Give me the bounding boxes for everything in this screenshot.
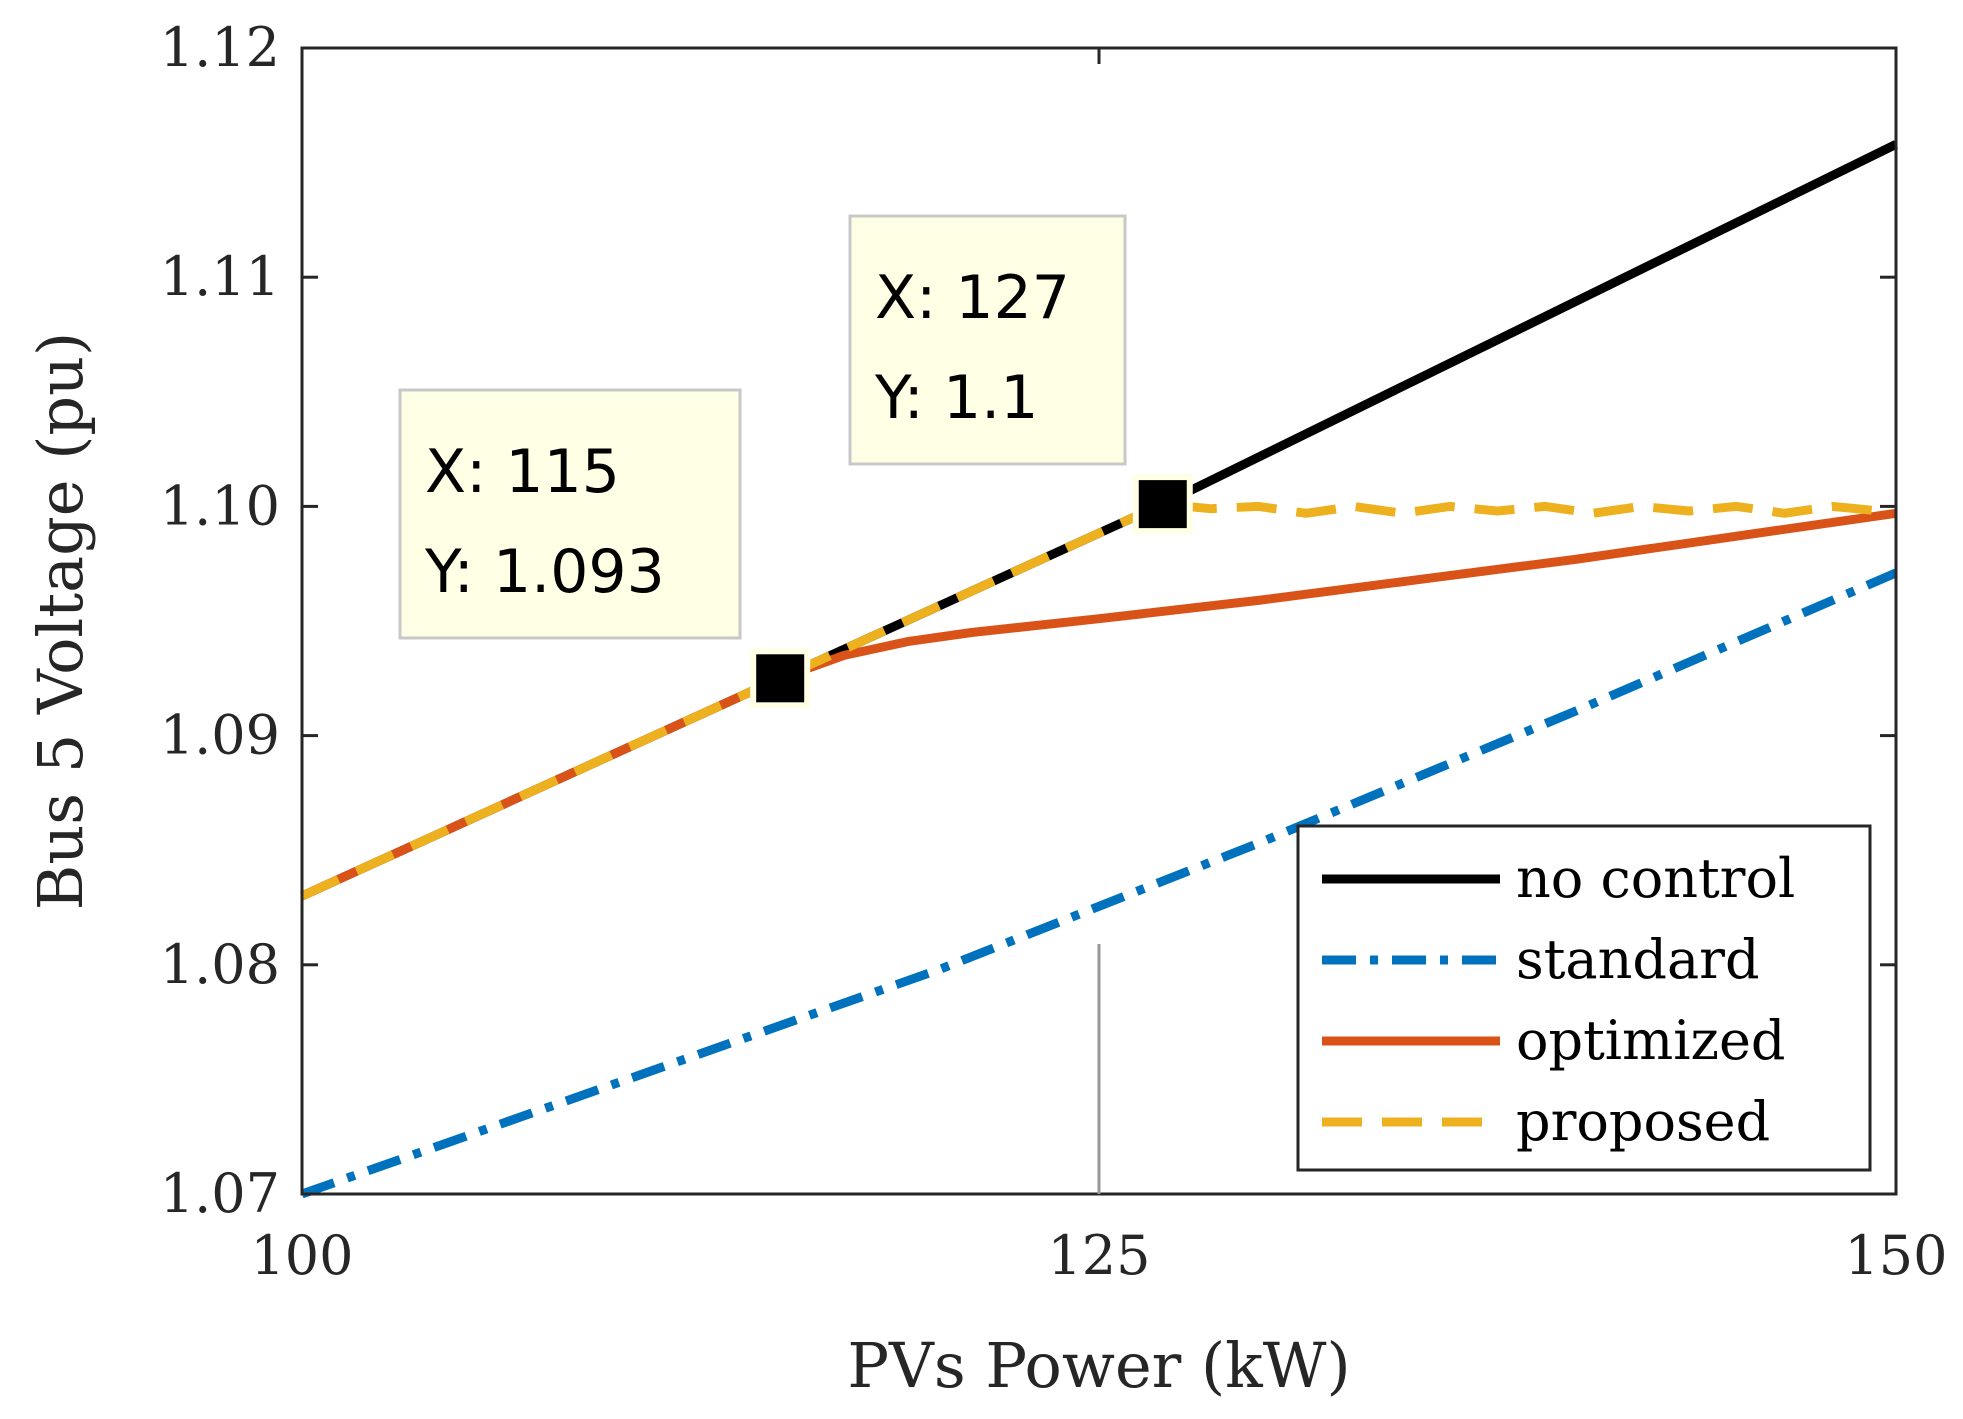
y-tick-label: 1.12: [160, 16, 280, 79]
legend-entry[interactable]: no control: [1322, 847, 1795, 910]
annotation-layer: X: 115 Y: 1.093 X: 127 Y: 1.1: [398, 214, 1193, 1194]
series-line-standard: [300, 568, 1898, 1199]
legend-label: standard: [1516, 928, 1760, 991]
legend-entry[interactable]: optimized: [1322, 1009, 1786, 1072]
y-axis-label: Bus 5 Voltage (pu): [24, 332, 97, 910]
y-tick-label: 1.10: [160, 474, 280, 537]
series-layer: [300, 140, 1898, 1199]
data-tip-line: Y: 1.1: [874, 363, 1038, 433]
data-tip-box: [398, 388, 742, 640]
series-line-proposed: [300, 499, 1881, 901]
legend[interactable]: no control standard optimized proposed: [1296, 824, 1872, 1172]
data-tip-line: Y: 1.093: [424, 537, 665, 607]
x-tick-label: 125: [1047, 1224, 1150, 1287]
data-tip-line: X: 127: [875, 263, 1070, 333]
y-tick-label: 1.09: [160, 704, 280, 767]
x-tick-label: 150: [1844, 1224, 1947, 1287]
y-tick-label: 1.08: [160, 933, 280, 996]
legend-entry[interactable]: proposed: [1322, 1090, 1770, 1153]
legend-label: optimized: [1516, 1009, 1786, 1072]
axes-layer: 100 125 150 1.07 1.08 1.09 1.10 1.11 1.12: [160, 16, 1948, 1287]
data-tip[interactable]: X: 127 Y: 1.1: [848, 214, 1193, 535]
y-tick-label: 1.11: [160, 245, 280, 308]
x-tick-label: 100: [250, 1224, 353, 1287]
legend-label: no control: [1516, 847, 1795, 910]
legend-entry[interactable]: standard: [1322, 928, 1760, 991]
x-axis-label: PVs Power (kW): [847, 1329, 1350, 1402]
data-tip-marker: [756, 654, 805, 703]
legend-label: proposed: [1516, 1090, 1770, 1153]
data-tip-line: X: 115: [425, 437, 620, 507]
data-tip-marker: [1138, 480, 1187, 529]
data-tip-box: [848, 214, 1127, 466]
y-tick-label: 1.07: [160, 1162, 280, 1225]
data-tip[interactable]: X: 115 Y: 1.093: [398, 388, 811, 709]
